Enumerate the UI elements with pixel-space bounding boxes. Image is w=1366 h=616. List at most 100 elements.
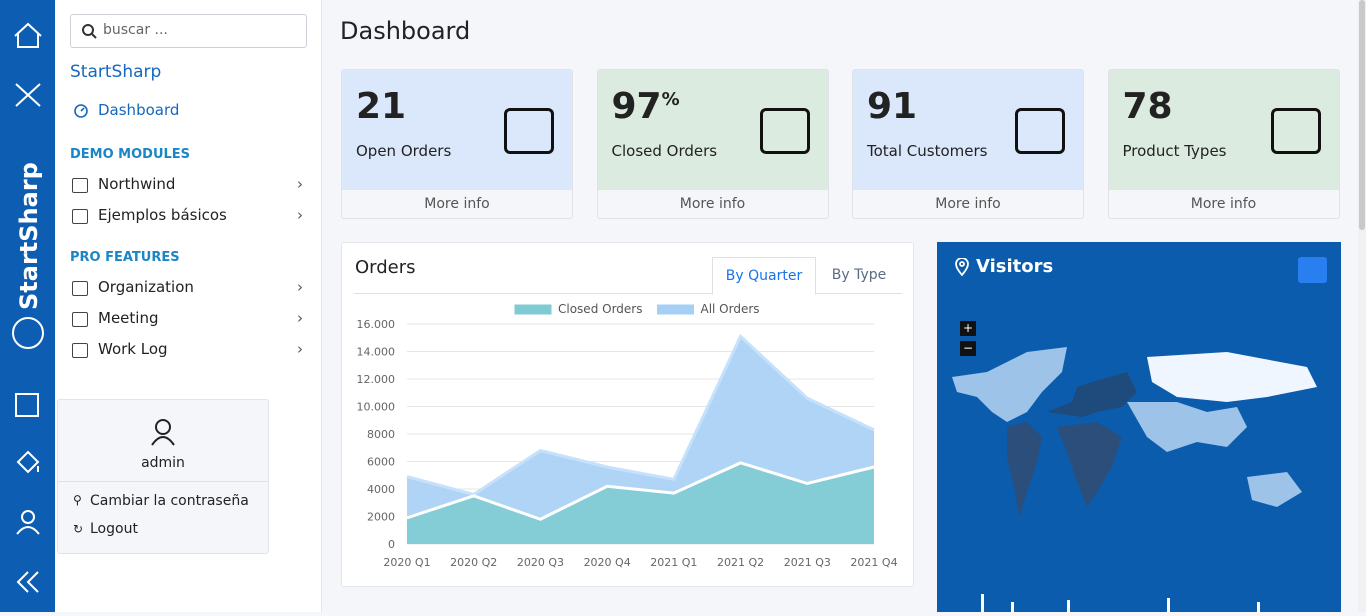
menu-icon [72,209,88,224]
area-line [406,461,875,521]
x-tick-label: 2021 Q4 [850,556,897,569]
search-placeholder: buscar ... [103,22,168,38]
card-label: Open Orders [356,142,452,160]
orders-chart: 0 2000 4000 6000 8000 10.000 12.000 14.000 16.00… [357,302,898,569]
collapse-icon[interactable] [16,571,39,593]
user-avatar [151,419,175,446]
card-icon [759,108,810,154]
y-tick-label: 0 [388,538,395,551]
x-tick-label: 2020 Q3 [517,556,564,569]
x-tick-label: 2021 Q1 [650,556,697,569]
more-info[interactable]: More info [1190,196,1257,212]
y-tick-label: 10.000 [357,401,396,414]
x-tick-label: 2020 Q2 [450,556,497,569]
logout-link[interactable]: Logout [90,521,138,537]
x-tick-label: 2020 Q1 [383,556,430,569]
card-label: Total Customers [867,142,988,160]
stat-card: 78 Product Types More info [1107,69,1340,219]
tab-by-quarter[interactable]: By Quarter [712,257,816,295]
chevron: › [297,278,303,296]
card-label: Closed Orders [611,142,718,160]
card-value: 97% [611,86,680,127]
stat-card: 91 Total Customers More info [852,69,1084,219]
more-info[interactable]: More info [679,196,746,212]
brand-vertical: StartSharp [15,162,43,310]
card-value: 91 [867,86,918,127]
menu-item[interactable]: Meeting [98,309,159,327]
card-body: 21 Open Orders [342,70,572,190]
more-info[interactable]: More info [424,196,490,212]
user-icon[interactable] [21,510,35,524]
zoom-in[interactable]: + [960,321,976,336]
x-tick-label: 2020 Q4 [584,556,631,569]
chevron: › [297,175,303,193]
dashboard-link[interactable]: Dashboard [98,101,180,119]
card-icon [504,108,554,154]
visitors-chart-fragment [981,594,1260,612]
card-body: 78 Product Types [1108,70,1339,190]
more-info[interactable]: More info [935,196,1001,212]
card-value: 78 [1122,86,1173,127]
tab-by-type[interactable]: By Type [831,267,887,283]
icon-bar: StartSharp [0,0,55,612]
card-body: 91 Total Customers [853,70,1083,190]
menu-item[interactable]: Northwind [98,175,176,193]
legend-swatch [513,303,553,316]
home-icon[interactable] [14,22,42,48]
stat-card: 21 Open Orders More info [341,69,573,219]
x-tick-label: 2021 Q2 [717,556,764,569]
area-line [406,333,875,497]
legend-swatch [655,303,695,316]
chevron: › [297,206,303,224]
orders-title: Orders [355,257,416,278]
menu-icon [72,178,88,193]
y-tick-label: 8000 [367,428,395,441]
world-map [952,347,1317,517]
menu-icon [72,281,88,296]
app-name[interactable]: StartSharp [70,62,162,82]
search-box[interactable]: buscar ... [70,14,307,48]
icon-bar-icons: StartSharp [12,22,44,593]
card-body: 97% Closed Orders [597,70,828,190]
section-title: DEMO MODULES [70,147,191,162]
sidebar: buscar ... StartSharp Dashboard DEMO MOD… [55,0,322,612]
translate-icon[interactable] [15,393,39,417]
stat-card: 97% Closed Orders More info [596,69,829,219]
user-name: admin [141,455,185,471]
change-password-link[interactable]: Cambiar la contraseña [90,493,249,509]
chevron: › [297,340,303,358]
legend-label: Closed Orders [558,302,642,316]
y-tick-label: 2000 [367,511,395,524]
menu-item[interactable]: Organization [98,278,194,296]
user-panel: admin Cambiar la contraseña Logout ⚲ ↻ [57,399,269,554]
pin-icon [955,258,969,276]
section-title: PRO FEATURES [70,250,180,265]
card-label: Product Types [1122,142,1227,160]
chevron: › [297,309,303,327]
card-icon [1270,108,1321,154]
y-tick-label: 4000 [367,483,395,496]
calendar-button[interactable] [1298,257,1327,283]
menu-icon [72,343,88,358]
search-icon [82,24,97,39]
card-unit: % [661,89,680,110]
tools-icon[interactable] [15,83,41,107]
visitors-title: Visitors [976,256,1054,277]
zoom-out[interactable]: − [960,341,976,356]
theme-icon[interactable] [16,450,40,474]
dashboard-icon [74,104,88,118]
page-title: Dashboard [340,17,471,45]
orders-panel: Orders By Quarter By Type 0 2000 4000 6000 8… [341,242,914,587]
legend-label: All Orders [700,302,759,316]
menu-item[interactable]: Work Log [98,340,168,358]
area [407,462,874,544]
logo [12,317,44,349]
y-tick-label: 6000 [367,456,395,469]
menu-item[interactable]: Ejemplos básicos [98,206,227,224]
y-tick-label: 12.000 [357,373,396,386]
y-tick-label: 16.000 [357,318,396,331]
menu-icon [72,312,88,327]
visitors-panel: Visitors + − [937,242,1341,612]
card-icon [1015,108,1065,154]
